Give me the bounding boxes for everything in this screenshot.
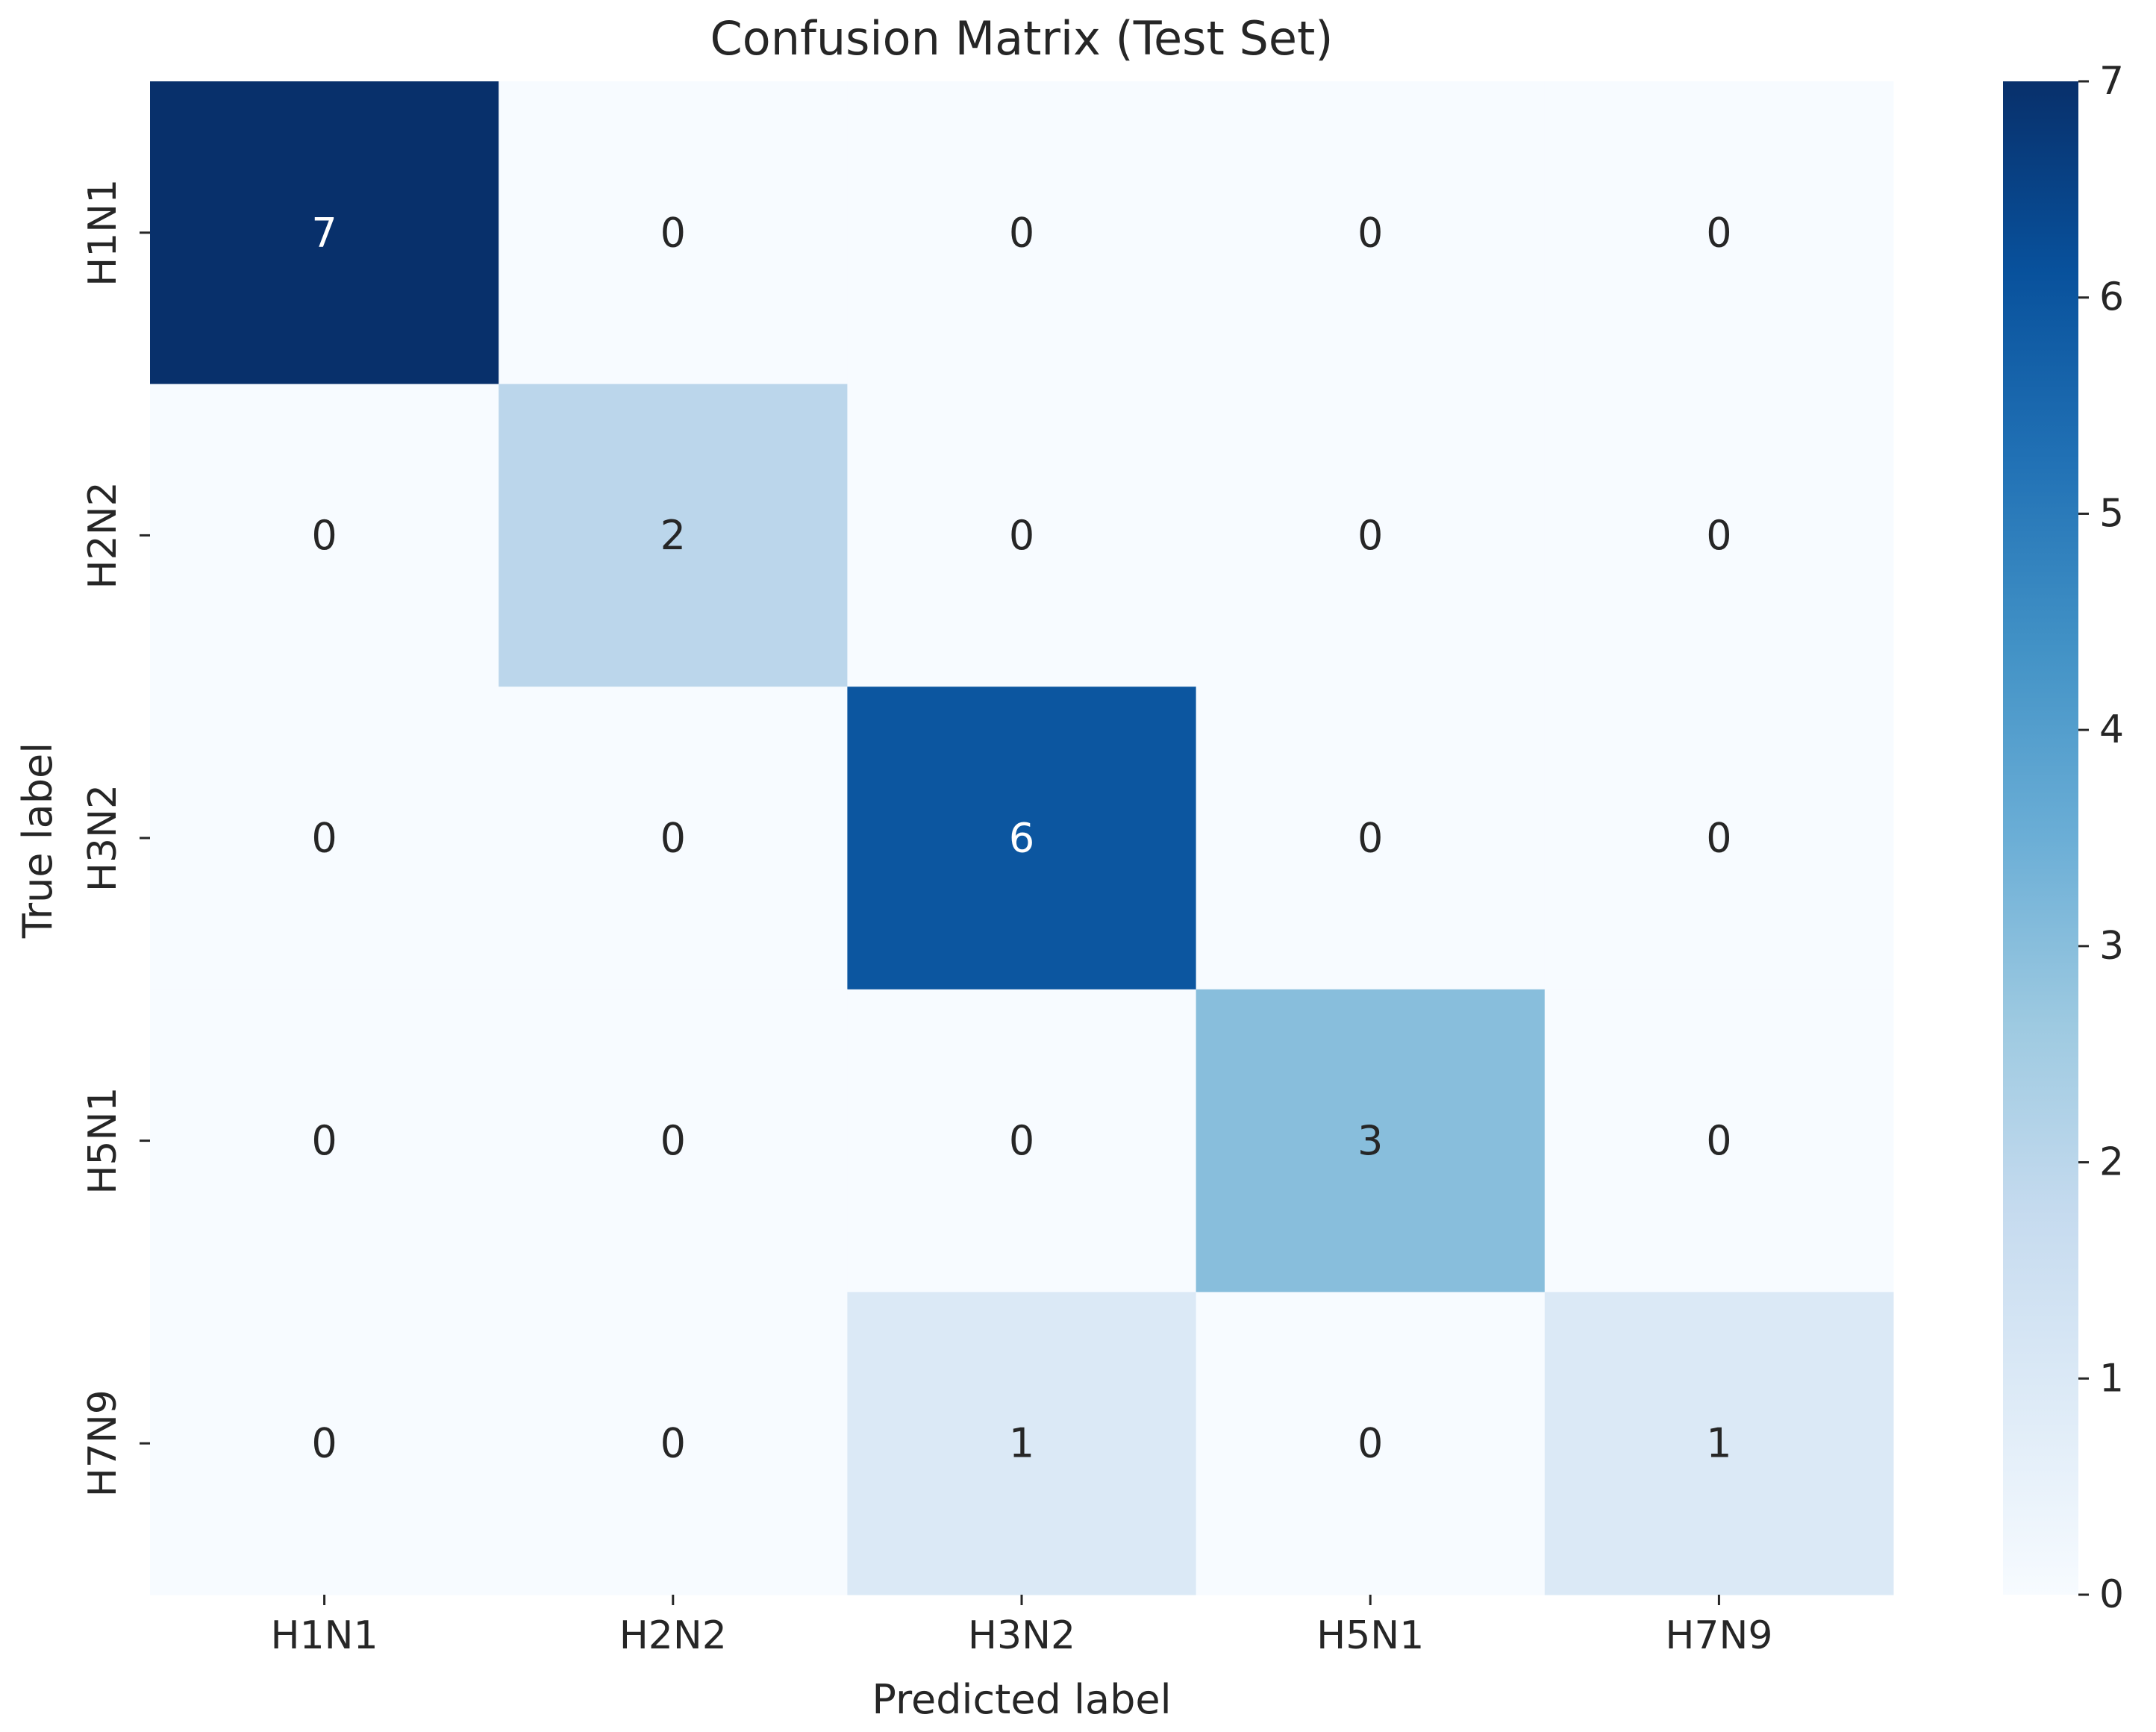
cell-annotation: 0	[1009, 1117, 1034, 1164]
chart-title: Confusion Matrix (Test Set)	[710, 11, 1333, 66]
x-axis-ticks: H1N1 H2N2 H3N2 H5N1 H7N9	[271, 1595, 1772, 1658]
cell-annotation: 3	[1357, 1117, 1383, 1164]
y-tick-label: H5N1	[81, 1087, 125, 1195]
cell-annotation: 0	[1706, 512, 1731, 559]
heatmap-cell	[499, 687, 848, 990]
cell-annotation: 0	[311, 1420, 337, 1467]
heatmap-cell	[1544, 81, 1894, 385]
heatmap-cell	[847, 1292, 1197, 1595]
x-axis-label: Predicted label	[872, 1676, 1171, 1723]
heatmap-cell	[1196, 687, 1546, 990]
colorbar-tick-label: 3	[2099, 924, 2124, 969]
heatmap-cells	[150, 81, 1894, 1595]
y-axis-ticks: H1N1 H2N2 H3N2 H5N1 H7N9	[81, 179, 150, 1497]
colorbar-tick-label: 1	[2099, 1356, 2124, 1401]
x-tick-label: H3N2	[968, 1613, 1075, 1658]
heatmap-cell	[150, 384, 499, 687]
heatmap-cell	[150, 81, 499, 385]
cell-annotation: 0	[311, 1117, 337, 1164]
cell-annotation: 0	[660, 815, 686, 862]
cell-annotation: 0	[1009, 512, 1034, 559]
heatmap-cell	[1196, 384, 1546, 687]
heatmap-cell	[1544, 687, 1894, 990]
heatmap-cell	[150, 687, 499, 990]
y-tick-label: H1N1	[81, 179, 125, 287]
x-tick-label: H5N1	[1316, 1613, 1424, 1658]
heatmap-cell	[1544, 384, 1894, 687]
y-tick-label: H7N9	[81, 1389, 125, 1497]
heatmap-cell	[1196, 1292, 1546, 1595]
colorbar-tick-label: 5	[2099, 491, 2124, 536]
heatmap-cell	[847, 384, 1197, 687]
heatmap-cell	[150, 989, 499, 1292]
heatmap-cell	[847, 989, 1197, 1292]
cell-annotation: 7	[311, 209, 337, 256]
colorbar-tick-label: 7	[2099, 59, 2124, 104]
cell-annotation: 0	[1706, 815, 1731, 862]
y-tick-label: H2N2	[81, 481, 125, 589]
cell-annotation: 6	[1009, 815, 1034, 862]
colorbar-tick-label: 2	[2099, 1140, 2124, 1185]
cell-annotation: 0	[1357, 815, 1383, 862]
heatmap-cell	[1196, 989, 1546, 1292]
heatmap-cell	[1196, 81, 1546, 385]
heatmap-cell	[499, 81, 848, 385]
colorbar-ticks: 0 1 2 3 4 5 6 7	[2078, 59, 2124, 1617]
heatmap-annotations: 7 0 0 0 0 0 2 0 0 0 0 0 6 0 0 0 0 0 3 0 0 0 1 0 1	[311, 209, 1731, 1466]
colorbar	[2003, 81, 2078, 1595]
heatmap-cell	[1544, 989, 1894, 1292]
colorbar-tick-label: 0	[2099, 1572, 2124, 1617]
cell-annotation: 0	[311, 512, 337, 559]
heatmap-cell	[847, 687, 1197, 990]
cell-annotation: 0	[660, 209, 686, 256]
cell-annotation: 1	[1009, 1420, 1034, 1467]
heatmap-cell	[150, 1292, 499, 1595]
x-tick-label: H7N9	[1665, 1613, 1772, 1658]
cell-annotation: 0	[660, 1117, 686, 1164]
heatmap-cell	[847, 81, 1197, 385]
y-axis-label: True label	[14, 742, 61, 939]
cell-annotation: 0	[1357, 512, 1383, 559]
cell-annotation: 0	[1706, 1117, 1731, 1164]
cell-annotation: 0	[1009, 209, 1034, 256]
colorbar-tick-label: 4	[2099, 707, 2124, 752]
cell-annotation: 1	[1706, 1420, 1731, 1467]
heatmap-cell	[1544, 1292, 1894, 1595]
cell-annotation: 0	[1357, 209, 1383, 256]
heatmap-cell	[499, 1292, 848, 1595]
heatmap-cell	[499, 989, 848, 1292]
cell-annotation: 0	[1706, 209, 1731, 256]
heatmap-cell	[499, 384, 848, 687]
cell-annotation: 2	[660, 512, 686, 559]
colorbar-tick-label: 6	[2099, 275, 2124, 320]
x-tick-label: H2N2	[619, 1613, 727, 1658]
x-tick-label: H1N1	[271, 1613, 378, 1658]
cell-annotation: 0	[660, 1420, 686, 1467]
cell-annotation: 0	[1357, 1420, 1383, 1467]
y-tick-label: H3N2	[81, 784, 125, 892]
cell-annotation: 0	[311, 815, 337, 862]
